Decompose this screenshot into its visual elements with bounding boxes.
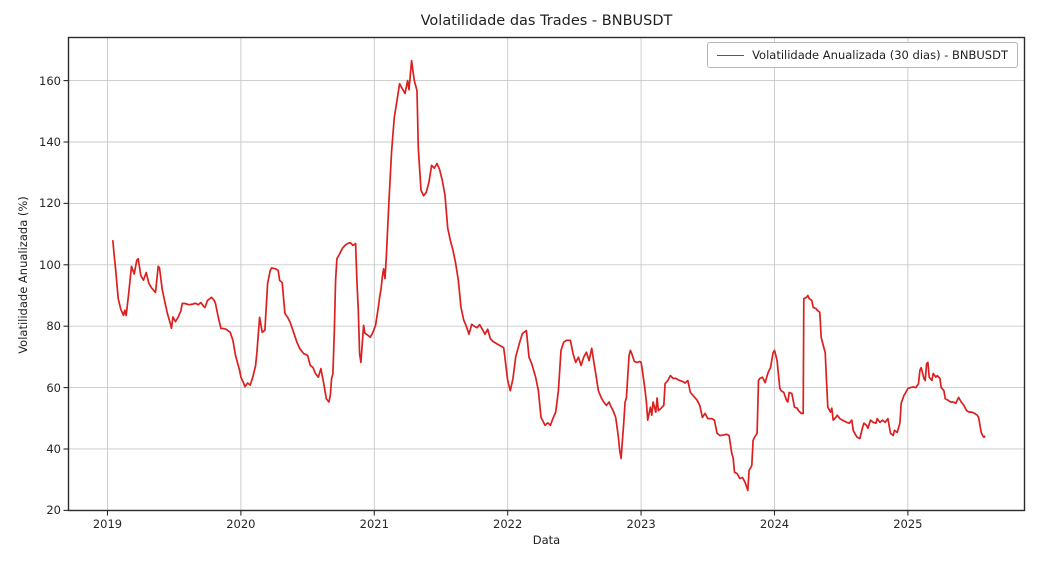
x-tick-label: 2024 [759,517,790,531]
y-tick-label: 120 [39,196,61,211]
legend: Volatilidade Anualizada (30 dias) - BNBU… [707,42,1018,68]
x-tick-label: 2020 [226,517,256,531]
x-tick-label: 2019 [92,517,123,531]
y-tick-label: 60 [46,380,61,395]
y-tick-label: 160 [39,73,61,88]
x-tick-label: 2022 [493,517,523,531]
y-tick-label: 80 [46,319,61,334]
plot-border [67,36,1026,512]
y-tick-label: 20 [46,503,61,518]
x-tick-label: 2023 [626,517,656,531]
legend-line-sample [717,54,745,56]
y-tick-label: 140 [39,134,61,149]
x-axis-label: Data [532,533,561,547]
x-tick-label: 2021 [359,517,389,531]
chart-title: Volatilidade das Trades - BNBUSDT [420,13,673,29]
plot-area: Volatilidade Anualizada (30 dias) - BNBU… [63,36,1026,516]
y-tick-label: 100 [39,257,61,272]
y-tick-label: 40 [46,441,61,456]
plot-canvas [63,36,1026,516]
x-tick-label: 2025 [893,517,923,531]
volatility-line [111,59,986,492]
legend-label: Volatilidade Anualizada (30 dias) - BNBU… [752,48,1008,62]
